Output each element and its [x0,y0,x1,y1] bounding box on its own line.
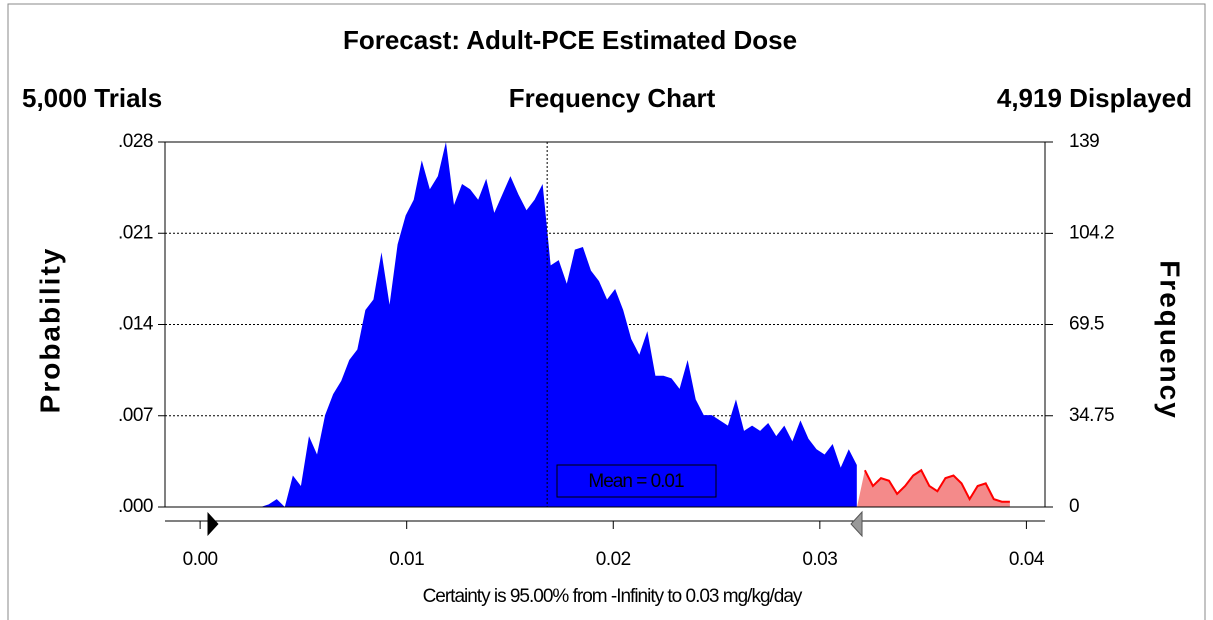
y-tick-label: .014 [118,314,154,335]
y2-tick-label: 0 [1069,496,1079,517]
x-tick-label: 0.00 [183,549,218,570]
x-axis-label: Certainty is 95.00% from -Infinity to 0.… [423,586,803,607]
displayed: 4,919 Displayed [997,83,1192,113]
certainty-right [850,510,863,538]
x-tick-label: 0.03 [802,549,837,570]
x-tick-label: 0.02 [596,549,631,570]
chart-title: Forecast: Adult-PCE Estimated Dose [343,25,797,55]
annotation-box [556,464,717,498]
annotation: Mean = 0.01 [588,471,684,492]
y2-tick-label: 139 [1069,131,1099,152]
subtitle: Frequency Chart [509,83,716,113]
certainty-left [207,512,219,536]
y2-tick-label: 104.2 [1069,222,1114,243]
y-tick-label: .021 [118,222,153,243]
y2-axis-label: Frequency [1155,260,1186,420]
x-tick-label: 0.04 [1009,549,1045,570]
frame [7,3,1206,620]
y-tick-label: .028 [118,131,153,152]
y-axis-label: Probability [34,247,65,414]
y-tick-label: .000 [118,496,153,517]
trials: 5,000 Trials [22,83,162,113]
y2-tick-label: 69.5 [1069,314,1104,335]
y-tick-label: .007 [118,405,153,426]
tail-area [857,470,1010,507]
area [204,142,857,507]
y2-tick-label: 34.75 [1069,405,1114,426]
x-tick-label: 0.01 [389,549,424,570]
tail-line [863,468,1010,503]
